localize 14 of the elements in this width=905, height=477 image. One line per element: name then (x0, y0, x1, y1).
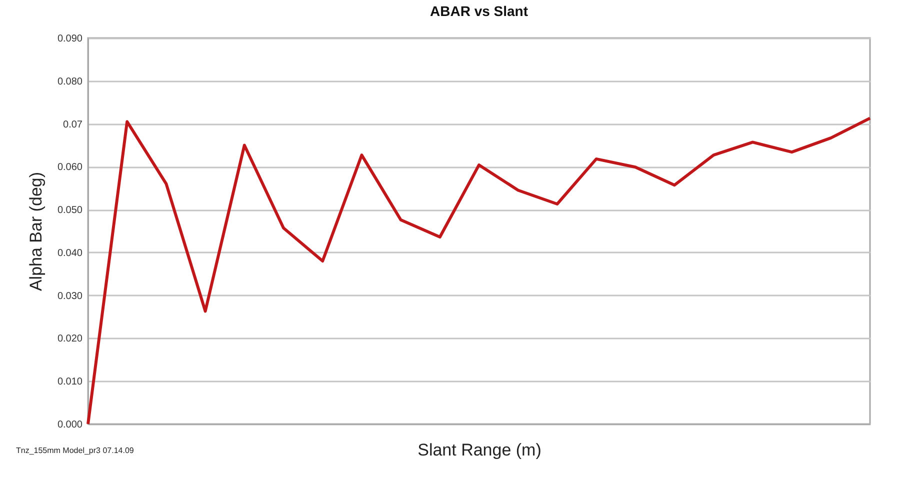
y-tick-label: 0.07 (63, 119, 83, 130)
y-tick-label: 0.080 (57, 76, 83, 88)
y-tick-label: 0.000 (57, 420, 83, 430)
y-tick-label: 0.040 (57, 248, 83, 259)
y-tick-label: 0.050 (57, 205, 83, 216)
y-tick-label: 0.020 (57, 334, 83, 345)
y-tick-label: 0.060 (57, 162, 83, 174)
text: Tnz_155mm Model_pr3 07.14.09 (16, 446, 134, 455)
y-tick-label: 0.030 (57, 290, 83, 302)
x-axis-title: Slant Range (m) (418, 440, 542, 460)
y-tick-label: 0.090 (57, 34, 83, 44)
y-tick-label: 0.010 (57, 376, 83, 388)
chart-title: ABAR vs Slant (430, 3, 528, 19)
y-axis-title: Alpha Bar (deg) (26, 172, 46, 292)
